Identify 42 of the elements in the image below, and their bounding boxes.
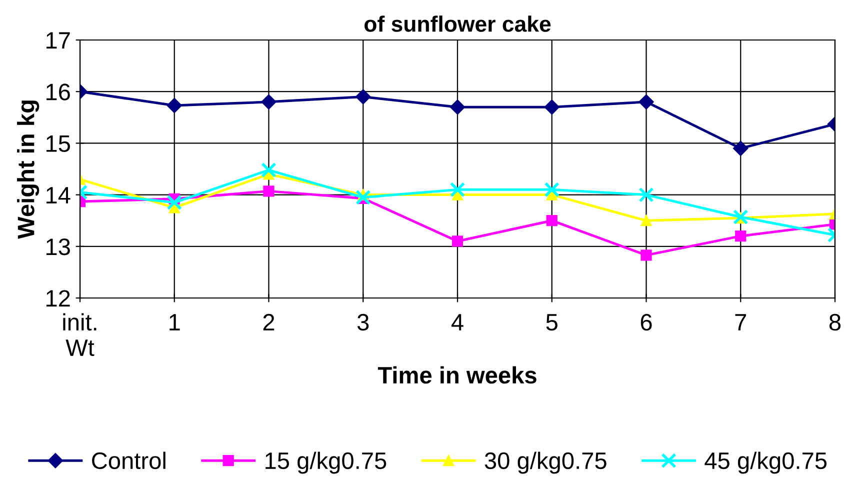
- x-tick-label: 2: [263, 314, 274, 330]
- point: [733, 140, 748, 156]
- x-tick-label: 5: [546, 314, 558, 331]
- legend-label: 45 g/kg0.75: [704, 452, 827, 474]
- point: [166, 194, 182, 210]
- x-tick-label: 1: [170, 314, 180, 330]
- y-tick-label: 16: [46, 84, 70, 100]
- point: [640, 215, 652, 226]
- point: [356, 89, 371, 104]
- y-tick-label: 14: [46, 187, 70, 204]
- y-tick-label: 15: [46, 136, 70, 152]
- point: [544, 182, 560, 198]
- chart-title: of sunflower cake: [364, 16, 551, 32]
- legend-label: Control: [92, 452, 166, 470]
- point: [450, 182, 466, 198]
- x-tick-label: init. Wt: [63, 313, 96, 356]
- x-tick-label: 3: [357, 314, 369, 331]
- x-tick-label: 6: [640, 314, 652, 331]
- y-axis-title: Weight in kg: [17, 100, 40, 239]
- point: [638, 187, 654, 202]
- point: [261, 94, 276, 110]
- x-tick-label: 8: [829, 314, 841, 331]
- x-tick-label: 7: [735, 314, 746, 330]
- point: [261, 162, 276, 178]
- point: [263, 186, 274, 197]
- y-tick-label: 13: [46, 238, 70, 256]
- point: [638, 94, 654, 110]
- y-tick-label: 12: [46, 290, 70, 307]
- point: [355, 190, 371, 206]
- x-tick-label: 4: [451, 314, 464, 330]
- point: [452, 236, 464, 247]
- point: [735, 230, 746, 242]
- x-axis-title: Time in weeks: [378, 366, 536, 384]
- y-tick-label: 17: [46, 32, 70, 49]
- point: [546, 215, 558, 226]
- point: [450, 100, 466, 115]
- legend-label: 30 g/kg0.75: [484, 452, 606, 474]
- point: [732, 209, 748, 225]
- point: [640, 250, 652, 261]
- point: [544, 100, 560, 115]
- legend-label: 15 g/kg0.75: [266, 452, 386, 474]
- point: [166, 98, 182, 114]
